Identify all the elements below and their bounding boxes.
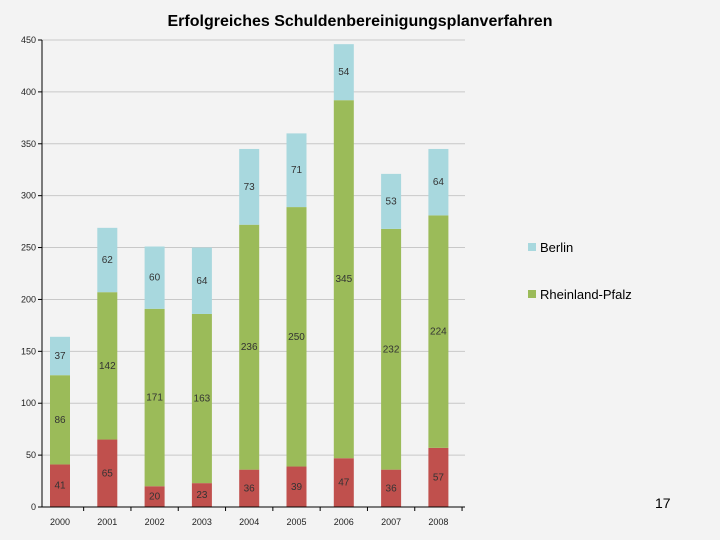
bar-segment-berlin-2002: [144, 246, 165, 309]
page-number: 17: [655, 495, 671, 511]
data-label-rheinland_pfalz-2005: 250: [288, 332, 305, 343]
data-label-berlin-2004: 73: [244, 182, 256, 193]
bar-segment-berlin-2001: [97, 227, 118, 293]
bar-segment-unlabeled-2006: [333, 458, 354, 507]
x-axis-ticks: 2000 2001 2002 2003 2004 2005 2006 2007 2008: [50, 507, 463, 527]
data-label-rheinland_pfalz-2002: 171: [146, 393, 163, 404]
bars: [50, 44, 449, 507]
y-tick-label: 0: [31, 502, 36, 512]
data-label-rheinland_pfalz-2000: 86: [54, 415, 66, 426]
y-tick-label: 250: [21, 243, 36, 253]
data-label-berlin-2005: 71: [291, 165, 303, 176]
x-tick-label: 2002: [145, 517, 165, 527]
y-tick-label: 200: [21, 294, 36, 304]
data-label-rheinland_pfalz-2006: 345: [335, 274, 352, 285]
bar-segment-unlabeled-2008: [428, 447, 449, 507]
bar-segment-unlabeled-2000: [50, 464, 70, 507]
bar-segment-unlabeled-2007: [381, 469, 402, 507]
x-tick-label: 2001: [97, 517, 117, 527]
bar-segment-rheinland_pfalz-2008: [428, 215, 449, 448]
x-tick-label: 2006: [334, 517, 354, 527]
x-tick-label: 2000: [50, 517, 70, 527]
data-label-unlabeled-2001: 65: [102, 468, 114, 479]
bar-segment-unlabeled-2002: [144, 486, 165, 507]
data-label-berlin-2008: 64: [433, 177, 445, 188]
data-label-rheinland_pfalz-2003: 163: [194, 394, 211, 405]
data-label-rheinland_pfalz-2007: 232: [383, 344, 400, 355]
data-label-unlabeled-2002: 20: [149, 492, 161, 503]
bar-segment-berlin-2006: [333, 44, 354, 101]
data-label-berlin-2003: 64: [196, 276, 208, 287]
data-label-rheinland_pfalz-2008: 224: [430, 327, 447, 338]
y-tick-label: 450: [21, 35, 36, 45]
bar-segment-rheinland_pfalz-2006: [333, 100, 354, 459]
data-label-berlin-2002: 60: [149, 273, 161, 284]
legend-label-rheinland-pfalz: Rheinland-Pfalz: [540, 287, 632, 302]
y-tick-label: 100: [21, 398, 36, 408]
legend-swatch-rheinland-pfalz: [528, 290, 536, 298]
bar-segment-rheinland_pfalz-2003: [191, 313, 212, 484]
legend: Berlin Rheinland-Pfalz: [528, 240, 632, 302]
data-label-unlabeled-2006: 47: [338, 478, 350, 489]
bar-segment-unlabeled-2005: [286, 466, 307, 507]
data-label-unlabeled-2007: 36: [386, 483, 398, 494]
data-label-berlin-2006: 54: [338, 67, 350, 78]
y-tick-label: 300: [21, 191, 36, 201]
bar-segment-rheinland_pfalz-2001: [97, 292, 118, 440]
bar-segment-unlabeled-2001: [97, 439, 118, 507]
data-label-rheinland_pfalz-2001: 142: [99, 361, 116, 372]
bar-segment-rheinland_pfalz-2000: [50, 375, 70, 465]
bar-segment-berlin-2000: [50, 336, 70, 376]
legend-label-berlin: Berlin: [540, 240, 573, 255]
x-tick-label: 2008: [428, 517, 448, 527]
data-label-unlabeled-2004: 36: [244, 483, 256, 494]
bar-segment-rheinland_pfalz-2007: [381, 228, 402, 470]
data-label-unlabeled-2000: 41: [54, 481, 66, 492]
bar-segment-rheinland_pfalz-2004: [239, 224, 260, 470]
bar-segment-unlabeled-2003: [191, 483, 212, 507]
data-label-unlabeled-2005: 39: [291, 482, 303, 493]
data-labels: 41 86 37 65 142 62 20 171 60 23 163 64 36 236 73 39 250 7…: [54, 67, 447, 502]
x-tick-label: 2003: [192, 517, 212, 527]
bar-segment-berlin-2003: [191, 247, 212, 314]
bar-segment-rheinland_pfalz-2005: [286, 207, 307, 467]
data-label-berlin-2007: 53: [386, 196, 398, 207]
y-axis-ticks: 0 50 100 150 200 250 300 350 400 450: [21, 35, 42, 512]
chart-title: Erfolgreiches Schuldenbereinigungsplanve…: [168, 13, 553, 30]
x-tick-label: 2005: [286, 517, 306, 527]
data-label-berlin-2000: 37: [54, 351, 66, 362]
bar-segment-berlin-2005: [286, 133, 307, 208]
data-label-unlabeled-2008: 57: [433, 472, 445, 483]
y-tick-label: 400: [21, 87, 36, 97]
data-label-berlin-2001: 62: [102, 255, 114, 266]
y-tick-label: 150: [21, 346, 36, 356]
y-tick-label: 350: [21, 139, 36, 149]
legend-swatch-berlin: [528, 243, 536, 251]
bar-segment-rheinland_pfalz-2002: [144, 308, 165, 487]
x-tick-label: 2007: [381, 517, 401, 527]
y-tick-label: 50: [26, 450, 36, 460]
data-label-rheinland_pfalz-2004: 236: [241, 342, 258, 353]
data-label-unlabeled-2003: 23: [196, 490, 208, 501]
x-tick-label: 2004: [239, 517, 259, 527]
bar-segment-berlin-2004: [239, 148, 260, 225]
bar-segment-berlin-2008: [428, 148, 449, 216]
bar-segment-berlin-2007: [381, 173, 402, 229]
bar-segment-unlabeled-2004: [239, 469, 260, 507]
